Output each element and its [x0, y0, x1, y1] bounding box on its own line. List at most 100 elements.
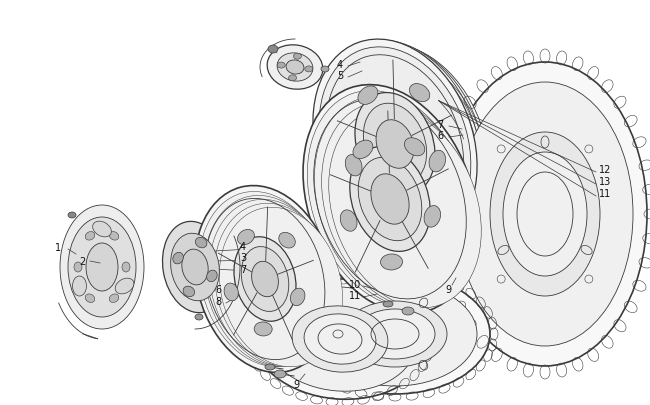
Ellipse shape — [291, 288, 305, 306]
Ellipse shape — [214, 204, 340, 367]
Ellipse shape — [254, 322, 272, 336]
Text: 9: 9 — [293, 379, 299, 389]
Ellipse shape — [292, 306, 388, 372]
Text: 3: 3 — [240, 252, 246, 262]
Text: 11: 11 — [599, 189, 611, 198]
Ellipse shape — [209, 200, 337, 367]
Ellipse shape — [322, 103, 478, 308]
Text: 8: 8 — [215, 296, 221, 306]
Ellipse shape — [380, 254, 402, 270]
Ellipse shape — [490, 133, 600, 296]
Ellipse shape — [355, 309, 435, 359]
Ellipse shape — [293, 54, 302, 60]
Ellipse shape — [73, 276, 86, 296]
Ellipse shape — [219, 208, 343, 367]
Text: 7: 7 — [437, 120, 443, 130]
Ellipse shape — [345, 155, 362, 177]
Ellipse shape — [321, 43, 485, 252]
Ellipse shape — [60, 205, 144, 329]
Ellipse shape — [68, 217, 136, 317]
Ellipse shape — [340, 210, 357, 232]
Ellipse shape — [196, 238, 207, 248]
Ellipse shape — [122, 262, 130, 272]
Ellipse shape — [363, 104, 426, 185]
Text: 13: 13 — [599, 177, 611, 187]
Ellipse shape — [207, 271, 217, 282]
Text: 6: 6 — [215, 284, 221, 294]
Ellipse shape — [279, 233, 295, 248]
Text: 4: 4 — [240, 241, 246, 252]
Ellipse shape — [274, 370, 286, 378]
Ellipse shape — [402, 307, 414, 315]
Ellipse shape — [264, 287, 416, 391]
Ellipse shape — [241, 247, 289, 312]
Ellipse shape — [443, 63, 647, 366]
Ellipse shape — [277, 63, 285, 69]
Text: 1: 1 — [55, 243, 61, 252]
Ellipse shape — [358, 158, 422, 241]
Text: 12: 12 — [599, 164, 611, 175]
Text: 11: 11 — [349, 290, 361, 300]
Ellipse shape — [329, 109, 481, 308]
Ellipse shape — [404, 139, 424, 156]
Ellipse shape — [303, 85, 477, 313]
Ellipse shape — [195, 314, 203, 320]
Ellipse shape — [317, 41, 481, 250]
Ellipse shape — [268, 46, 278, 54]
Ellipse shape — [385, 198, 408, 214]
Text: 6: 6 — [437, 131, 443, 141]
Ellipse shape — [383, 301, 393, 307]
Ellipse shape — [358, 87, 378, 105]
Ellipse shape — [429, 151, 445, 173]
Ellipse shape — [204, 196, 334, 367]
Ellipse shape — [183, 286, 194, 297]
Ellipse shape — [277, 54, 313, 82]
Ellipse shape — [307, 91, 473, 308]
Ellipse shape — [321, 67, 329, 73]
Ellipse shape — [286, 61, 304, 75]
Ellipse shape — [315, 97, 476, 308]
Ellipse shape — [267, 46, 323, 90]
Ellipse shape — [371, 175, 409, 225]
Ellipse shape — [109, 294, 119, 303]
Ellipse shape — [199, 192, 331, 367]
Ellipse shape — [325, 45, 489, 254]
Ellipse shape — [252, 279, 428, 399]
Ellipse shape — [265, 364, 275, 370]
Ellipse shape — [313, 282, 477, 386]
Ellipse shape — [305, 67, 313, 73]
Ellipse shape — [410, 84, 430, 102]
Ellipse shape — [376, 120, 414, 169]
Text: 10: 10 — [349, 279, 361, 289]
Ellipse shape — [503, 153, 587, 276]
Ellipse shape — [234, 237, 296, 322]
Ellipse shape — [195, 186, 335, 373]
Ellipse shape — [289, 76, 296, 82]
Ellipse shape — [93, 222, 111, 237]
Ellipse shape — [173, 253, 183, 264]
Ellipse shape — [86, 243, 118, 291]
Ellipse shape — [457, 83, 633, 346]
Ellipse shape — [74, 262, 82, 272]
Ellipse shape — [162, 222, 228, 313]
Ellipse shape — [355, 93, 435, 196]
Ellipse shape — [109, 232, 119, 241]
Ellipse shape — [68, 213, 76, 218]
Ellipse shape — [237, 230, 254, 245]
Text: 9: 9 — [445, 284, 451, 294]
Ellipse shape — [343, 301, 447, 367]
Ellipse shape — [300, 274, 490, 394]
Ellipse shape — [171, 234, 219, 301]
Text: 2: 2 — [79, 256, 85, 266]
Ellipse shape — [252, 262, 278, 297]
Ellipse shape — [353, 141, 373, 159]
Ellipse shape — [313, 40, 477, 249]
Ellipse shape — [304, 314, 376, 364]
Text: 4: 4 — [337, 60, 343, 70]
Text: 7: 7 — [240, 264, 246, 274]
Ellipse shape — [319, 48, 471, 241]
Ellipse shape — [224, 284, 239, 301]
Ellipse shape — [182, 249, 208, 285]
Ellipse shape — [424, 206, 441, 228]
Ellipse shape — [350, 147, 430, 252]
